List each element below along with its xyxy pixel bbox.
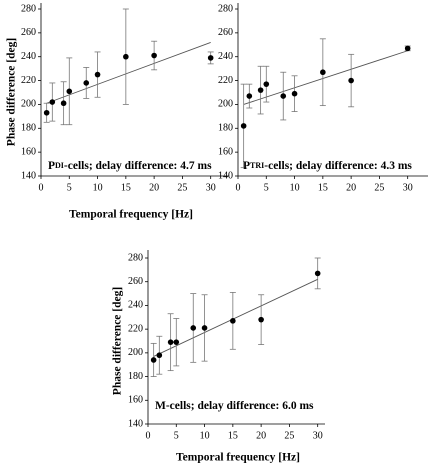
x-tick-label: 0 (146, 430, 151, 441)
y-tick-label: 280 (128, 252, 143, 263)
point (66, 88, 73, 95)
point (60, 100, 67, 107)
y-tick-label: 180 (128, 371, 143, 382)
y-tick-label: 260 (21, 27, 36, 38)
x-tick-label: 5 (264, 182, 269, 193)
annotation-part: P (48, 160, 55, 172)
point (230, 318, 236, 324)
point (207, 55, 214, 61)
y-tick-label: 220 (21, 75, 36, 86)
point (404, 45, 411, 52)
x-tick-label: 10 (200, 430, 210, 441)
x-tick-label: 0 (39, 182, 44, 193)
point (320, 69, 326, 76)
point (263, 81, 270, 87)
x-tick-label: 30 (403, 182, 413, 193)
x-tick-label: 30 (313, 430, 323, 441)
trend-line (46, 41, 211, 104)
y-tick-label: 200 (128, 347, 143, 358)
x-tick-label: 0 (236, 182, 241, 193)
annotation: PTRI-cells; delay difference: 4.3 ms (243, 160, 412, 172)
point (167, 339, 174, 345)
point (348, 77, 354, 84)
point (257, 87, 264, 93)
x-axis-label: Temporal frequency [Hz] (176, 452, 300, 464)
y-tick-label: 160 (218, 146, 233, 157)
x-tick-label: 20 (346, 182, 356, 193)
point (258, 316, 264, 323)
y-tick-label: 140 (21, 170, 36, 181)
x-tick-label: 10 (290, 182, 300, 193)
y-tick-label: 140 (128, 418, 143, 429)
point (94, 71, 101, 78)
x-tick-label: 15 (228, 430, 238, 441)
y-tick-label: 240 (21, 51, 36, 62)
y-tick-label: 220 (128, 323, 143, 334)
y-tick-label: 200 (21, 99, 36, 110)
annotation-part: DI (55, 161, 64, 170)
annotation-part: TRI (250, 161, 264, 170)
point (246, 93, 253, 99)
y-tick-label: 220 (218, 75, 233, 86)
x-tick-label: 20 (149, 182, 159, 193)
axes (147, 250, 325, 425)
point (291, 90, 298, 97)
y-tick-label: 240 (218, 51, 233, 62)
point (49, 99, 56, 105)
point (280, 93, 287, 99)
y-tick-label: 180 (21, 123, 36, 134)
point (201, 325, 208, 331)
x-tick-label: 10 (93, 182, 103, 193)
point (240, 123, 247, 129)
x-tick-label: 25 (177, 182, 187, 193)
trend-line (153, 278, 318, 357)
y-axis-label: Phase difference [deg] (112, 287, 124, 395)
annotation-part: -cells; delay difference: 4.3 ms (264, 160, 412, 172)
x-tick-label: 5 (67, 182, 72, 193)
y-tick-label: 180 (218, 123, 233, 134)
y-tick-label: 140 (218, 170, 233, 181)
y-tick-label: 280 (218, 3, 233, 14)
x-tick-label: 5 (174, 430, 179, 441)
y-tick-label: 280 (21, 3, 36, 14)
trend-line (243, 50, 408, 105)
point (123, 53, 129, 60)
x-tick-label: 25 (284, 430, 294, 441)
y-tick-label: 160 (21, 146, 36, 157)
annotation-part: -cells; delay difference: 4.7 ms (64, 160, 212, 172)
point (83, 80, 90, 86)
y-tick-label: 240 (128, 300, 143, 311)
point (43, 109, 50, 116)
y-axis-label: Phase difference [deg] (6, 38, 18, 146)
x-axis-label: Temporal frequency [Hz] (69, 209, 193, 221)
y-tick-label: 260 (128, 276, 143, 287)
x-tick-label: 15 (121, 182, 131, 193)
x-tick-label: 30 (206, 182, 216, 193)
point (314, 270, 321, 277)
y-tick-label: 200 (218, 99, 233, 110)
x-tick-label: 15 (318, 182, 328, 193)
point (151, 52, 157, 59)
annotation: PDI-cells; delay difference: 4.7 ms (48, 160, 212, 172)
annotation: M-cells; delay difference: 6.0 ms (155, 400, 314, 412)
x-tick-label: 20 (256, 430, 266, 441)
annotation-part: M-cells; delay difference: 6.0 ms (155, 400, 314, 412)
annotation-part: P (243, 160, 250, 172)
point (173, 339, 180, 345)
point (190, 325, 197, 331)
point (156, 352, 163, 359)
x-tick-label: 25 (374, 182, 384, 193)
y-tick-label: 160 (128, 395, 143, 406)
point (150, 357, 157, 363)
y-tick-label: 260 (218, 27, 233, 38)
